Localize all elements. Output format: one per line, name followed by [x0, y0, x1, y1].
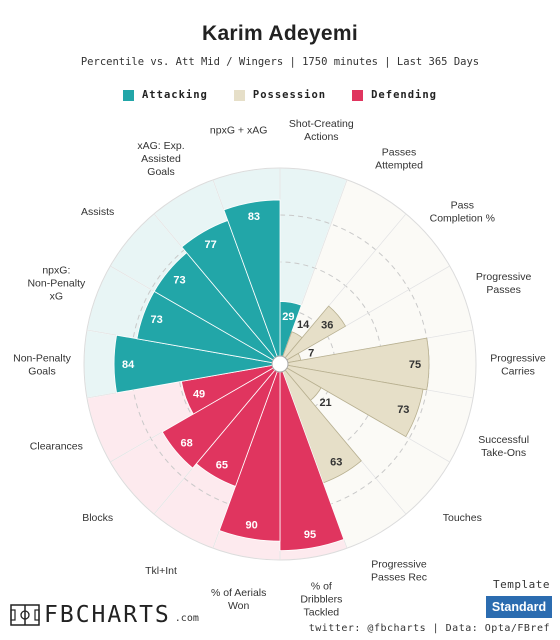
- value-label-passes-attempted: 14: [297, 319, 310, 331]
- category-label-touches: Touches: [443, 512, 482, 524]
- chart-title: Karim Adeyemi: [201, 22, 359, 45]
- category-label-npxg-xag: npxG + xAG: [210, 125, 267, 137]
- slice-bars: [113, 199, 430, 552]
- category-label-progressive-passes: Progressive Passes: [476, 271, 532, 296]
- value-label-of-dribblers-tackled: 95: [304, 529, 316, 541]
- pitch-icon: [10, 604, 40, 626]
- chart-subtitle: Percentile vs. Att Mid / Wingers | 1750 …: [80, 56, 480, 68]
- legend-item-attacking: Attacking: [122, 89, 208, 101]
- legend-label-attacking: Attacking: [141, 89, 208, 101]
- category-label-progressive-carries: Progressive Carries: [490, 353, 546, 378]
- value-label-assists: 73: [173, 275, 185, 287]
- value-label-touches: 21: [319, 397, 331, 409]
- legend-swatch-possession: [233, 89, 245, 101]
- value-label-progressive-carries: 75: [409, 359, 421, 371]
- legend-swatch-attacking: [122, 89, 134, 101]
- category-label-passes-attempted: Passes Attempted: [375, 146, 423, 171]
- value-label-non-penalty-goals: 84: [122, 359, 135, 371]
- category-labels: Shot-Creating Actions Passes Attempted Pass C…: [13, 118, 546, 618]
- legend-label-possession: Possession: [252, 89, 327, 101]
- legend: Attacking Possession Defending: [0, 89, 560, 101]
- category-label-of-dribblers-tackled: % of Dribblers Tackled: [300, 580, 342, 618]
- logo-suffix: .com: [174, 613, 199, 624]
- value-label-clearances: 49: [193, 388, 205, 400]
- value-label-successful-take-ons: 73: [397, 404, 409, 416]
- value-label-npxg-non-penalty-xg: 73: [151, 314, 163, 326]
- logo-text: FBCHARTS: [44, 602, 171, 628]
- value-label-pass-completion: 36: [321, 319, 333, 331]
- legend-label-defending: Defending: [371, 89, 438, 101]
- legend-item-possession: Possession: [233, 89, 327, 101]
- category-label-progressive-passes-rec: Progressive Passes Rec: [371, 559, 427, 584]
- fbcharts-logo: FBCHARTS .com: [10, 602, 199, 628]
- category-label-blocks: Blocks: [82, 512, 113, 524]
- value-label-blocks: 68: [181, 437, 193, 449]
- category-label-assists: Assists: [81, 206, 114, 218]
- value-label-progressive-passes: 7: [308, 348, 314, 360]
- category-label-clearances: Clearances: [30, 440, 83, 452]
- category-label-of-aerials-won: % of Aerials Won: [211, 587, 266, 612]
- category-label-non-penalty-goals: Non-Penalty Goals: [13, 353, 72, 378]
- template-standard-button[interactable]: Standard: [486, 596, 552, 618]
- category-label-shot-creating-actions: Shot-Creating Actions: [289, 118, 354, 143]
- value-label-progressive-passes-rec: 63: [330, 456, 342, 468]
- value-label-xag-exp-assisted-goals: 77: [204, 239, 216, 251]
- category-label-npxg-non-penalty-xg: npxG: Non-Penalty xG: [27, 265, 86, 303]
- legend-swatch-defending: [352, 89, 364, 101]
- category-label-pass-completion: Pass Completion %: [430, 200, 495, 225]
- value-label-shot-creating-actions: 29: [282, 311, 294, 323]
- value-label-tkl-int: 65: [216, 460, 228, 472]
- value-label-npxg-xag: 83: [248, 211, 260, 223]
- category-label-tkl-int: Tkl+Int: [145, 565, 177, 577]
- value-label-of-aerials-won: 90: [246, 520, 258, 532]
- center-hub: [271, 355, 289, 373]
- category-label-xag-exp-assisted-goals: xAG: Exp. Assisted Goals: [137, 140, 184, 178]
- credits: twitter: @fbcharts | Data: Opta/FBref: [308, 623, 550, 634]
- template-label: Template: [493, 578, 550, 591]
- category-label-successful-take-ons: Successful Take-Ons: [478, 434, 529, 459]
- legend-item-defending: Defending: [352, 89, 437, 101]
